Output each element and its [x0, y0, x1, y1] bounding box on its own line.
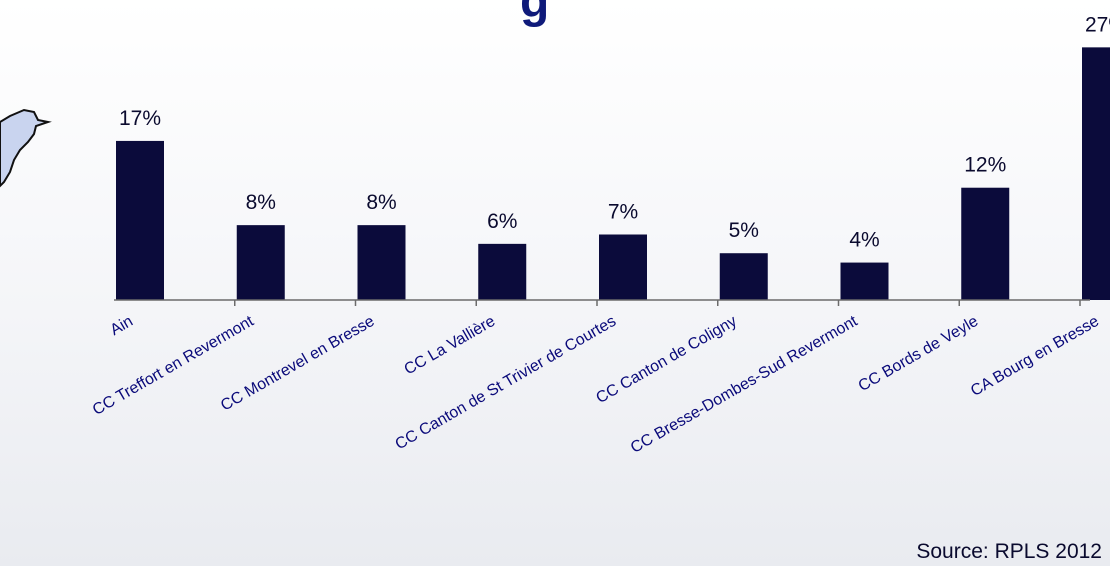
category-label-ain: Ain	[107, 313, 136, 339]
value-label: 8%	[366, 191, 396, 214]
bar-cc-canton-de-coligny	[719, 253, 768, 300]
value-label: 27%	[1085, 13, 1110, 36]
chart-title-fragment: g	[520, 0, 550, 28]
category-label-cc-la-valliere: CC La Vallière	[401, 313, 498, 379]
value-label: 17%	[119, 107, 161, 130]
bar-ain	[116, 140, 164, 300]
bars-group	[116, 47, 1110, 300]
bar-ca-bourg-en-bresse	[1082, 47, 1110, 300]
bar-cc-bords-de-veyle	[961, 187, 1010, 300]
value-label: 7%	[608, 201, 638, 224]
bar-cc-treffort-en-revermont	[236, 225, 285, 300]
value-label: 8%	[246, 191, 276, 214]
region-map-fragment	[0, 108, 52, 188]
bar-cc-canton-de-st-trivier-de-courtes	[599, 234, 647, 300]
value-label: 5%	[729, 219, 759, 242]
source-note: Source: RPLS 2012	[916, 540, 1102, 563]
value-labels-group: 17% 8% 8% 6% 7% 5% 4% 12% 27%	[119, 13, 1110, 251]
category-label-ca-bourg-en-bresse: CA Bourg en Bresse	[968, 313, 1102, 400]
category-label-cc-bresse-dombes-sud-revermont: CC Bresse-Dombes-Sud Revermont	[628, 312, 861, 456]
value-label: 12%	[964, 154, 1006, 177]
x-ticks-group	[234, 300, 1081, 306]
value-label: 4%	[849, 229, 879, 252]
value-label: 6%	[487, 210, 517, 233]
bar-cc-bresse-dombes-sud-revermont	[840, 262, 889, 300]
bar-cc-montrevel-en-bresse	[357, 225, 406, 300]
category-label-cc-canton-de-st-trivier-de-courtes: CC Canton de St Trivier de Courtes	[393, 313, 619, 454]
bar-cc-la-valliere	[478, 243, 527, 300]
category-label-cc-bords-de-veyle: CC Bords de Veyle	[856, 313, 982, 395]
